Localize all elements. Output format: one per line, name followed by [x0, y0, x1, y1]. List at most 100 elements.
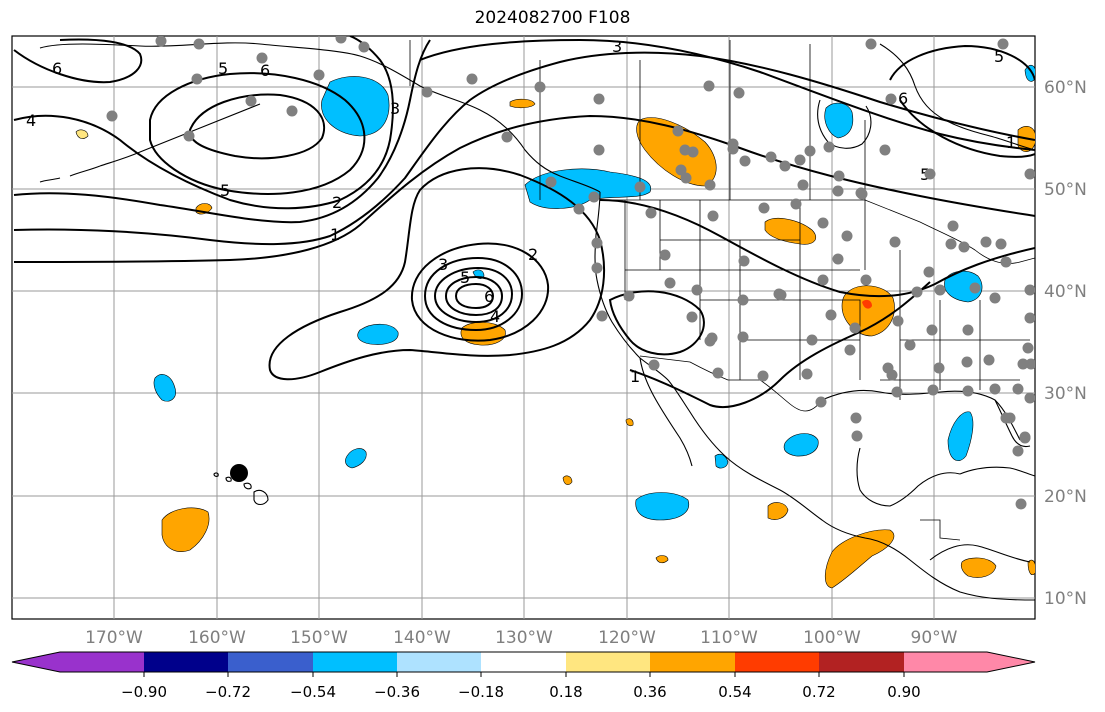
- coast-alaska-peninsula: [99, 103, 261, 167]
- station-marker: [545, 176, 557, 188]
- hawaii-kauai: [213, 472, 219, 477]
- station-marker: [849, 322, 861, 334]
- lat-label: 20°N: [1044, 487, 1087, 507]
- station-marker: [855, 187, 867, 199]
- station-marker: [995, 238, 1007, 250]
- contour-label: 6: [898, 89, 908, 108]
- colorbar-tick-label: −0.36: [374, 683, 420, 701]
- lat-label: 30°N: [1044, 384, 1087, 404]
- contour-label: 6: [484, 287, 494, 306]
- station-marker: [1012, 445, 1024, 457]
- anomaly-caribbean: [960, 557, 997, 578]
- hawaii-maui: [243, 482, 252, 490]
- lat-label: 10°N: [1044, 589, 1087, 609]
- coast-cuba: [959, 466, 1035, 477]
- station-marker: [680, 172, 692, 184]
- contour-6-ne: [889, 44, 1035, 158]
- contour-low-2: [410, 242, 550, 342]
- station-marker: [588, 191, 600, 203]
- coast-gulf-of-mexico: [821, 389, 1021, 507]
- station-marker: [466, 73, 478, 85]
- colorbar-extend-low: [12, 652, 60, 672]
- anomaly-pacific-1: [357, 323, 399, 345]
- station-marker: [738, 255, 750, 267]
- lon-label: 160°W: [188, 628, 246, 648]
- station-marker: [675, 164, 687, 176]
- contour-3-w: [13, 39, 431, 224]
- station-marker: [797, 179, 809, 191]
- contour-us-1: [608, 290, 705, 356]
- station-marker: [623, 290, 635, 302]
- anomaly-plains: [764, 218, 816, 245]
- station-marker: [983, 354, 995, 366]
- station-marker: [1024, 284, 1035, 296]
- contour-label: 5: [218, 59, 228, 78]
- contour-1-w: [13, 114, 1035, 263]
- station-marker: [997, 38, 1009, 50]
- station-marker: [1015, 498, 1027, 510]
- station-marker: [191, 73, 203, 85]
- station-marker: [1000, 412, 1012, 424]
- station-marker: [703, 80, 715, 92]
- positive-anomaly-areas: [75, 98, 1035, 589]
- anomaly-pacific-tiny-3: [655, 555, 669, 564]
- colorbar-tick-label: 0.18: [549, 683, 582, 701]
- station-marker: [256, 52, 268, 64]
- station-marker: [155, 36, 167, 47]
- colorbar-tick-label: 0.54: [718, 683, 751, 701]
- station-marker: [945, 238, 957, 250]
- anomaly-gulf: [947, 411, 974, 461]
- station-marker: [924, 168, 936, 180]
- colorbar-extend-high: [987, 652, 1035, 672]
- contour-label: 3: [438, 255, 448, 274]
- colorbar-tick-label: −0.18: [458, 683, 504, 701]
- contour-low-3: [423, 256, 524, 332]
- station-marker: [704, 179, 716, 191]
- highlight-marker: [230, 464, 248, 482]
- station-marker: [947, 220, 959, 232]
- colorbar-segment: [904, 652, 987, 672]
- station-marker: [691, 284, 703, 296]
- station-marker: [687, 146, 699, 158]
- contour-6-nw: [13, 38, 143, 84]
- border-canada-provinces: [539, 40, 866, 200]
- station-marker: [737, 294, 749, 306]
- colorbar-segment: [481, 652, 566, 672]
- contour-4-w: [13, 36, 394, 210]
- station-marker: [817, 274, 829, 286]
- colorbar-segment: [144, 652, 228, 672]
- contour-low-4: [433, 266, 514, 324]
- station-marker: [832, 253, 844, 265]
- station-marker: [421, 86, 433, 98]
- station-marker: [832, 185, 844, 197]
- colorbar-segment: [228, 652, 313, 672]
- station-marker: [904, 339, 916, 351]
- contour-label: 5: [460, 268, 470, 287]
- contour-label: 1: [630, 367, 640, 386]
- station-marker: [891, 386, 903, 398]
- station-marker: [335, 36, 347, 44]
- station-marker: [686, 311, 698, 323]
- anomaly-eastern-pacific: [635, 492, 690, 521]
- contour-5-nw: [149, 72, 366, 195]
- contour-label: 3: [390, 99, 400, 118]
- station-marker: [1017, 358, 1029, 370]
- colorbar-ticks: [143, 672, 905, 677]
- contour-us-3: [629, 281, 931, 409]
- contour-low-outer: [268, 167, 606, 381]
- border-mexico-central: [920, 519, 961, 541]
- station-marker: [804, 145, 816, 157]
- coast-west-us: [594, 191, 1035, 601]
- station-marker: [933, 362, 945, 374]
- contour-label: 4: [490, 307, 500, 326]
- contour-label: 2: [528, 245, 538, 264]
- colorbar-segment: [566, 652, 650, 672]
- station-marker: [923, 266, 935, 278]
- station-marker: [1019, 431, 1031, 443]
- station-marker: [892, 315, 904, 327]
- contour-label: 6: [52, 59, 62, 78]
- anomaly-texas-coast: [783, 433, 819, 457]
- colorbar-tick-label: −0.90: [121, 683, 167, 701]
- station-marker: [817, 217, 829, 229]
- station-marker: [885, 93, 897, 105]
